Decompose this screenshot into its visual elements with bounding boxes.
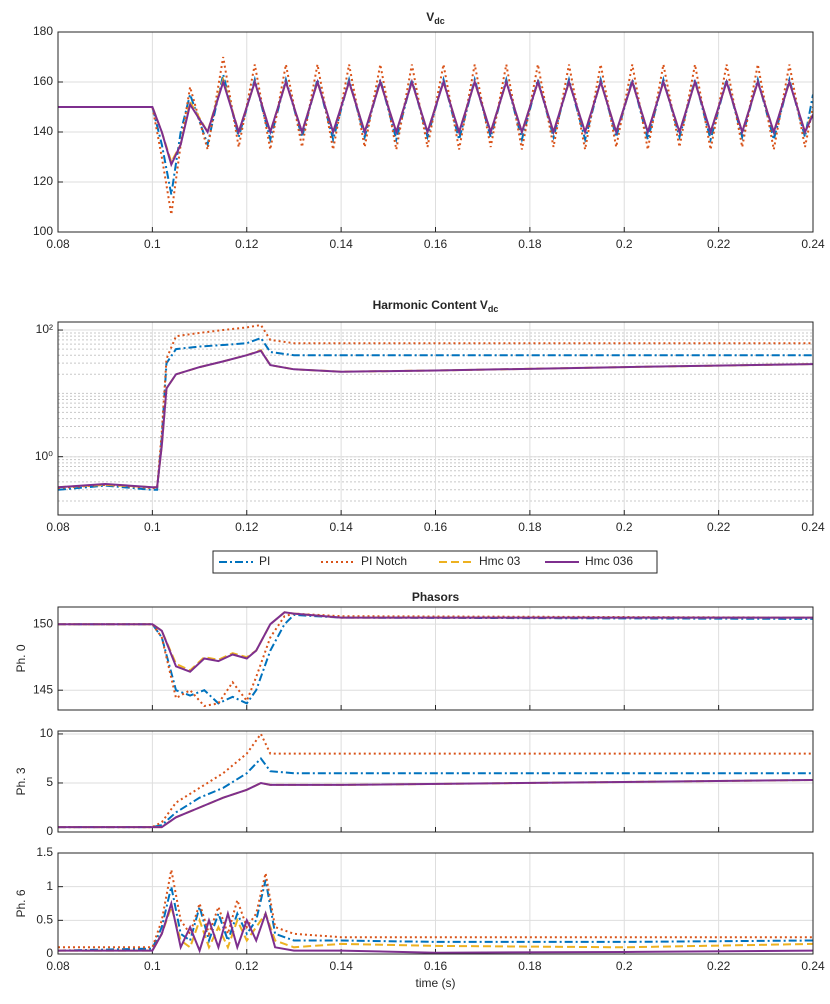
- series-line: [58, 879, 813, 952]
- x-tick-label: 0.16: [424, 237, 448, 251]
- y-tick-label: 160: [33, 74, 53, 88]
- y-tick-label: 5: [46, 775, 53, 789]
- y-tick-label: 100: [33, 224, 53, 238]
- y-tick-label: 0: [46, 824, 53, 838]
- legend-label: Hmc 036: [585, 554, 633, 568]
- x-tick-label: 0.14: [329, 959, 353, 973]
- x-tick-label: 0.08: [46, 520, 70, 534]
- x-tick-label: 0.14: [329, 237, 353, 251]
- x-tick-label: 0.18: [518, 520, 542, 534]
- title-main: Harmonic Content V: [373, 298, 488, 312]
- title-subscript: dc: [434, 16, 445, 26]
- axes-box: [57, 321, 814, 516]
- y-tick-label: 145: [33, 682, 53, 696]
- legend-box: [212, 550, 658, 574]
- x-tick-label: 0.16: [424, 520, 448, 534]
- chart-title: Vdc: [426, 10, 445, 26]
- x-tick-label: 0.12: [235, 959, 259, 973]
- series-line: [58, 611, 813, 673]
- y-tick-label: 10: [40, 726, 54, 740]
- x-tick-label: 0.18: [518, 237, 542, 251]
- x-tick-label: 0.08: [46, 959, 70, 973]
- y-tick-label: 1.5: [36, 845, 53, 859]
- x-tick-label: 0.24: [801, 520, 825, 534]
- x-tick-label: 0.1: [144, 959, 161, 973]
- chart-title: Harmonic Content Vdc: [373, 298, 499, 314]
- x-tick-label: 0.24: [801, 237, 825, 251]
- x-tick-label: 0.18: [518, 959, 542, 973]
- x-axis-label: time (s): [416, 976, 456, 990]
- y-axis-label: Ph. 3: [14, 767, 28, 795]
- axes-box: [57, 606, 814, 711]
- x-tick-label: 0.12: [235, 237, 259, 251]
- y-tick-label: 140: [33, 124, 53, 138]
- axes-box: [57, 852, 814, 955]
- x-tick-label: 0.24: [801, 959, 825, 973]
- title-main: Phasors: [412, 590, 460, 604]
- series-line: [58, 323, 813, 489]
- axes-box: [57, 31, 814, 233]
- series-line: [58, 78, 813, 168]
- y-tick-label: 0.5: [36, 913, 53, 927]
- series-line: [58, 613, 813, 705]
- y-tick-label: 10⁰: [35, 449, 53, 463]
- x-tick-label: 0.22: [707, 959, 731, 973]
- series-line: [58, 899, 813, 954]
- x-tick-label: 0.2: [616, 520, 633, 534]
- y-tick-label: 150: [33, 616, 53, 630]
- x-tick-label: 0.14: [329, 520, 353, 534]
- chart-title: Phasors: [412, 590, 460, 604]
- series-line: [58, 611, 813, 672]
- title-subscript: dc: [488, 304, 499, 314]
- y-axis-label: Ph. 6: [14, 889, 28, 917]
- x-tick-label: 0.1: [144, 520, 161, 534]
- series-line: [58, 756, 813, 829]
- x-tick-label: 0.08: [46, 237, 70, 251]
- series-line: [58, 731, 813, 829]
- legend-label: Hmc 03: [479, 554, 521, 568]
- y-tick-label: 1: [46, 879, 53, 893]
- series-line: [58, 869, 813, 949]
- y-tick-label: 120: [33, 174, 53, 188]
- x-tick-label: 0.2: [616, 959, 633, 973]
- x-tick-label: 0.1: [144, 237, 161, 251]
- legend-label: PI Notch: [361, 554, 407, 568]
- x-tick-label: 0.22: [707, 520, 731, 534]
- y-axis-label: Ph. 0: [14, 644, 28, 672]
- series-line: [58, 56, 813, 215]
- series-line: [58, 336, 813, 491]
- x-tick-label: 0.12: [235, 520, 259, 534]
- series-line: [58, 612, 813, 708]
- series-line: [58, 779, 813, 829]
- x-tick-label: 0.22: [707, 237, 731, 251]
- x-tick-label: 0.16: [424, 959, 448, 973]
- y-tick-label: 180: [33, 24, 53, 38]
- legend-label: PI: [259, 554, 270, 568]
- axes-box: [57, 730, 814, 833]
- series-line: [58, 349, 813, 489]
- title-main: V: [426, 10, 434, 24]
- y-tick-label: 10²: [36, 322, 53, 336]
- y-tick-label: 0: [46, 946, 53, 960]
- x-tick-label: 0.2: [616, 237, 633, 251]
